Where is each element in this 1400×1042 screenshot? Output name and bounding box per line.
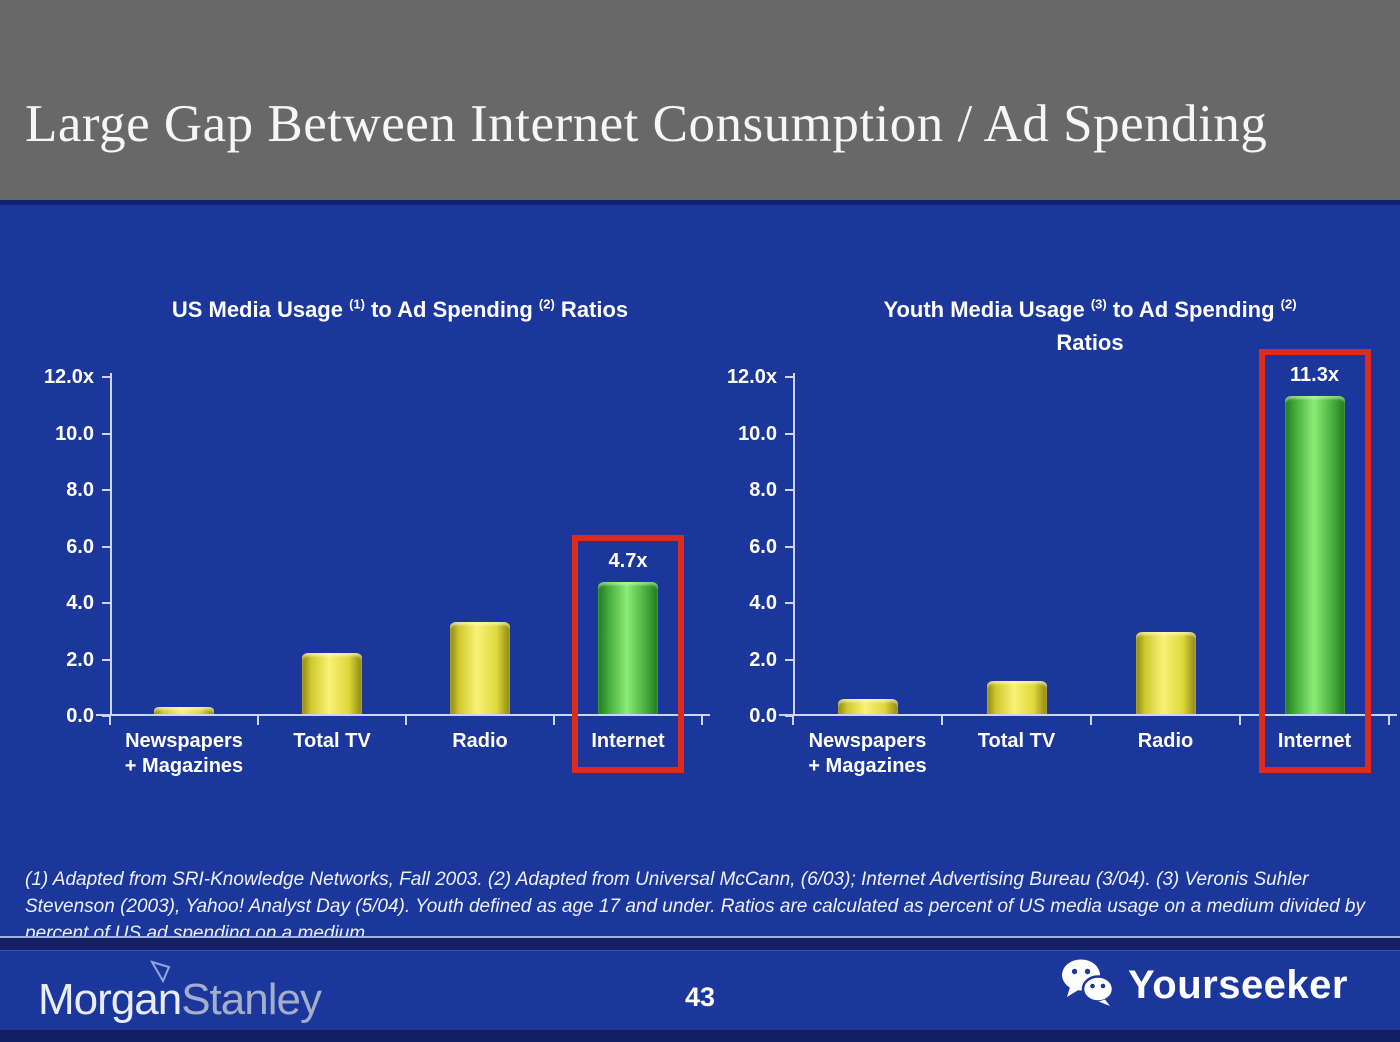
x-tick-mark	[1388, 716, 1390, 725]
value-label-internet: 4.7x	[608, 550, 648, 573]
category-label-radio: Radio	[452, 730, 508, 752]
y-tick-label: 10.0	[55, 422, 94, 445]
x-tick-mark	[553, 716, 555, 725]
y-tick-label: 0.0	[749, 705, 777, 727]
bar-newspapers-magazines	[154, 706, 214, 715]
y-tick-label: 8.0	[749, 479, 777, 501]
watermark: Yourseeker	[1060, 958, 1348, 1013]
y-tick-label: 4.0	[66, 592, 94, 614]
y-tick-mark	[785, 602, 793, 604]
bar-radio	[1135, 631, 1196, 715]
category-label-newspapers-magazines: Newspapers + Magazines	[808, 730, 927, 777]
us-media-usage-chart: US Media Usage (1) to Ad Spending (2) Ra…	[44, 293, 710, 793]
chart-plot: 12.0x 10.0 8.0 6.0 4.0 2.0 0.0 Newspapers + Maga…	[727, 348, 1397, 777]
y-tick-mark	[102, 432, 110, 435]
category-label-total-tv: Total TV	[293, 730, 371, 752]
brand-stanley: Stanley	[181, 975, 322, 1024]
y-tick-label: 2.0	[749, 648, 777, 671]
value-label-internet: 11.3x	[1290, 363, 1339, 386]
highlight-box-internet	[572, 535, 684, 773]
page-title: Large Gap Between Internet Consumption /…	[25, 95, 1268, 153]
x-tick-mark	[792, 716, 794, 725]
slide-header: Large Gap Between Internet Consumption /…	[0, 0, 1400, 200]
y-tick-mark	[102, 489, 110, 491]
bottom-strip	[0, 1030, 1400, 1042]
x-tick-mark	[257, 716, 259, 725]
chart-plot: 12.0x 10.0 8.0 6.0 4.0 2.0 0.0 Newspapers + Maga…	[44, 366, 710, 777]
y-tick-mark	[102, 602, 110, 604]
y-tick-mark	[785, 545, 793, 548]
category-label-newspapers-magazines: Newspapers + Magazines	[124, 730, 244, 777]
y-tick-label: 6.0	[749, 535, 777, 558]
y-tick-label: 6.0	[66, 535, 94, 558]
morgan-stanley-logo: MorganStanley	[38, 975, 322, 1024]
wechat-icon	[1060, 958, 1116, 1013]
y-tick-mark	[785, 432, 793, 435]
category-label-total-tv: Total TV	[977, 730, 1056, 752]
bar-total-tv	[986, 681, 1047, 715]
y-tick-mark	[102, 658, 110, 661]
category-label-internet: Internet	[591, 730, 665, 752]
x-tick-mark	[701, 716, 703, 725]
y-tick-mark	[785, 489, 793, 491]
x-axis	[779, 714, 1397, 716]
youth-media-usage-chart: Youth Media Usage (3) to Ad Spending (2)…	[727, 293, 1397, 793]
y-tick-mark	[785, 376, 793, 378]
y-tick-mark	[102, 715, 110, 717]
y-tick-label: 8.0	[66, 479, 94, 501]
y-tick-label: 0.0	[66, 705, 94, 727]
x-tick-mark	[405, 716, 407, 725]
y-tick-label: 2.0	[66, 648, 94, 671]
bar-total-tv	[302, 652, 362, 715]
bar-internet	[1284, 395, 1345, 715]
bar-internet	[598, 582, 658, 715]
brand-morgan: Morgan	[38, 975, 182, 1024]
y-tick-label: 12.0x	[43, 366, 94, 388]
x-tick-mark	[1090, 716, 1092, 725]
x-tick-mark	[941, 716, 943, 725]
chart-title: Youth Media Usage (3) to Ad Spending (2)…	[883, 296, 1297, 355]
slide-body-background	[0, 200, 1400, 1042]
bar-radio	[450, 621, 510, 715]
highlight-box-internet	[1258, 348, 1371, 773]
category-label-radio: Radio	[1137, 730, 1194, 752]
footnote-divider-line	[0, 936, 1400, 938]
category-label-internet: Internet	[1277, 730, 1352, 752]
watermark-text: Yourseeker	[1128, 963, 1348, 1007]
y-axis	[793, 373, 795, 716]
x-tick-mark	[1239, 716, 1241, 725]
page-number: 43	[684, 982, 716, 1012]
x-tick-mark	[109, 716, 111, 725]
y-tick-mark	[785, 658, 793, 661]
y-tick-label: 12.0x	[726, 366, 777, 388]
y-axis	[110, 373, 112, 716]
y-tick-mark	[785, 715, 793, 717]
bar-newspapers-magazines	[837, 699, 898, 715]
footer-divider-band	[0, 938, 1400, 951]
x-axis	[96, 714, 710, 716]
morgan-stanley-triangle-icon	[149, 960, 172, 989]
y-tick-mark	[102, 545, 110, 548]
footnote-text: (1) Adapted from SRI-Knowledge Networks,…	[25, 869, 1365, 944]
chart-title: US Media Usage (1) to Ad Spending (2) Ra…	[171, 296, 629, 322]
y-tick-label: 10.0	[738, 422, 777, 445]
y-tick-label: 4.0	[749, 592, 777, 614]
y-tick-mark	[102, 376, 110, 378]
